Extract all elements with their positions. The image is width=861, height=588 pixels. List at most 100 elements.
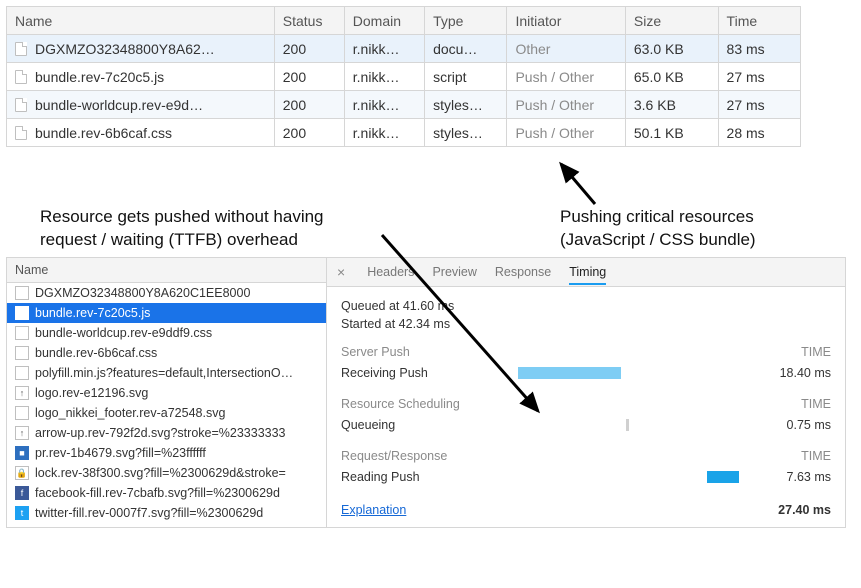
metric-bar-area xyxy=(491,470,761,484)
list-item[interactable]: bundle-worldcup.rev-e9ddf9.css xyxy=(7,323,326,343)
list-item-label: facebook-fill.rev-7cbafb.svg?fill=%23006… xyxy=(35,486,280,500)
table-cell: DGXMZO32348800Y8A62… xyxy=(7,35,275,63)
col-header-type[interactable]: Type xyxy=(425,7,507,35)
table-cell: r.nikk… xyxy=(344,119,424,147)
img-icon: ■ xyxy=(15,446,29,460)
list-item[interactable]: ■ pr.rev-1b4679.svg?fill=%23ffffff xyxy=(7,443,326,463)
list-item-label: logo.rev-e12196.svg xyxy=(35,386,148,400)
file-icon xyxy=(15,42,27,56)
table-cell: 63.0 KB xyxy=(625,35,718,63)
explanation-link[interactable]: Explanation xyxy=(341,503,406,517)
list-item[interactable]: bundle.rev-6b6caf.css xyxy=(7,343,326,363)
table-cell: 200 xyxy=(274,35,344,63)
list-item-label: arrow-up.rev-792f2d.svg?stroke=%23333333 xyxy=(35,426,286,440)
js-icon xyxy=(15,306,29,320)
table-cell: Other xyxy=(507,35,625,63)
table-cell: styles… xyxy=(425,91,507,119)
svg-icon: ↑ xyxy=(15,426,29,440)
list-item-label: twitter-fill.rev-0007f7.svg?fill=%230062… xyxy=(35,506,263,520)
list-item-label: bundle-worldcup.rev-e9ddf9.css xyxy=(35,326,212,340)
close-icon[interactable]: × xyxy=(337,264,345,280)
table-cell: Push / Other xyxy=(507,119,625,147)
annotation-push: Pushing critical resources (JavaScript /… xyxy=(560,206,820,252)
table-cell: 3.6 KB xyxy=(625,91,718,119)
metric-bar-area xyxy=(491,418,761,432)
table-row[interactable]: bundle.rev-7c20c5.js200r.nikk…scriptPush… xyxy=(7,63,801,91)
doc-icon xyxy=(15,326,29,340)
metric-bar xyxy=(707,471,739,483)
col-header-status[interactable]: Status xyxy=(274,7,344,35)
timing-total: 27.40 ms xyxy=(778,503,831,517)
col-header-size[interactable]: Size xyxy=(625,7,718,35)
table-cell: 200 xyxy=(274,119,344,147)
table-cell: styles… xyxy=(425,119,507,147)
tab-timing[interactable]: Timing xyxy=(569,265,606,285)
list-item[interactable]: 🔒 lock.rev-38f300.svg?fill=%2300629d&stro… xyxy=(7,463,326,483)
table-cell: 65.0 KB xyxy=(625,63,718,91)
table-row[interactable]: bundle-worldcup.rev-e9d…200r.nikk…styles… xyxy=(7,91,801,119)
fb-icon: f xyxy=(15,486,29,500)
network-table: Name Status Domain Type Initiator Size T… xyxy=(6,6,801,147)
table-row[interactable]: DGXMZO32348800Y8A62…200r.nikk…docu…Other… xyxy=(7,35,801,63)
doc-icon xyxy=(15,346,29,360)
annotation-ttfb: Resource gets pushed without having requ… xyxy=(40,206,380,252)
list-item[interactable]: DGXMZO32348800Y8A620C1EE8000 xyxy=(7,283,326,303)
table-cell: 200 xyxy=(274,91,344,119)
svg-icon: ↑ xyxy=(15,386,29,400)
metric-label: Reading Push xyxy=(341,470,491,484)
doc-icon xyxy=(15,406,29,420)
list-item-label: bundle.rev-7c20c5.js xyxy=(35,306,150,320)
list-item[interactable]: f facebook-fill.rev-7cbafb.svg?fill=%2300… xyxy=(7,483,326,503)
metric-value: 0.75 ms xyxy=(761,418,831,432)
table-cell: 27 ms xyxy=(718,91,800,119)
doc-icon xyxy=(15,366,29,380)
table-cell: Push / Other xyxy=(507,63,625,91)
timing-metric: Reading Push 7.63 ms xyxy=(341,467,831,487)
table-cell: r.nikk… xyxy=(344,91,424,119)
file-icon xyxy=(15,98,27,112)
file-icon xyxy=(15,70,27,84)
list-item[interactable]: polyfill.min.js?features=default,Interse… xyxy=(7,363,326,383)
list-item[interactable]: ↑ arrow-up.rev-792f2d.svg?stroke=%2333333… xyxy=(7,423,326,443)
list-item[interactable]: t twitter-fill.rev-0007f7.svg?fill=%23006… xyxy=(7,503,326,523)
metric-bar-area xyxy=(491,366,761,380)
metric-value: 7.63 ms xyxy=(761,470,831,484)
col-header-time[interactable]: Time xyxy=(718,7,800,35)
list-item-label: polyfill.min.js?features=default,Interse… xyxy=(35,366,293,380)
list-item[interactable]: bundle.rev-7c20c5.js xyxy=(7,303,326,323)
list-item-label: lock.rev-38f300.svg?fill=%2300629d&strok… xyxy=(35,466,286,480)
network-table-header-row: Name Status Domain Type Initiator Size T… xyxy=(7,7,801,35)
table-cell: script xyxy=(425,63,507,91)
col-header-name[interactable]: Name xyxy=(7,7,275,35)
table-cell: 83 ms xyxy=(718,35,800,63)
metric-bar xyxy=(518,367,621,379)
tw-icon: t xyxy=(15,506,29,520)
metric-value: 18.40 ms xyxy=(761,366,831,380)
table-cell: bundle-worldcup.rev-e9d… xyxy=(7,91,275,119)
list-item-label: DGXMZO32348800Y8A620C1EE8000 xyxy=(35,286,250,300)
table-row[interactable]: bundle.rev-6b6caf.css200r.nikk…styles…Pu… xyxy=(7,119,801,147)
table-cell: bundle.rev-7c20c5.js xyxy=(7,63,275,91)
table-cell: 50.1 KB xyxy=(625,119,718,147)
file-icon xyxy=(15,126,27,140)
doc-icon xyxy=(15,286,29,300)
list-item[interactable]: logo_nikkei_footer.rev-a72548.svg xyxy=(7,403,326,423)
table-cell: 27 ms xyxy=(718,63,800,91)
file-list-header[interactable]: Name xyxy=(7,258,326,283)
list-item-label: pr.rev-1b4679.svg?fill=%23ffffff xyxy=(35,446,206,460)
table-cell: Push / Other xyxy=(507,91,625,119)
table-cell: 28 ms xyxy=(718,119,800,147)
col-header-domain[interactable]: Domain xyxy=(344,7,424,35)
table-cell: bundle.rev-6b6caf.css xyxy=(7,119,275,147)
timing-section-header: Request/ResponseTIME xyxy=(341,449,831,463)
metric-bar xyxy=(626,419,629,431)
table-cell: docu… xyxy=(425,35,507,63)
list-item[interactable]: ↑ logo.rev-e12196.svg xyxy=(7,383,326,403)
list-item-label: logo_nikkei_footer.rev-a72548.svg xyxy=(35,406,225,420)
file-list: Name DGXMZO32348800Y8A620C1EE8000 bundle.… xyxy=(7,258,327,527)
col-header-initiator[interactable]: Initiator xyxy=(507,7,625,35)
lock-icon: 🔒 xyxy=(15,466,29,480)
arrow-icon xyxy=(555,158,605,206)
list-item-label: bundle.rev-6b6caf.css xyxy=(35,346,157,360)
table-cell: r.nikk… xyxy=(344,35,424,63)
